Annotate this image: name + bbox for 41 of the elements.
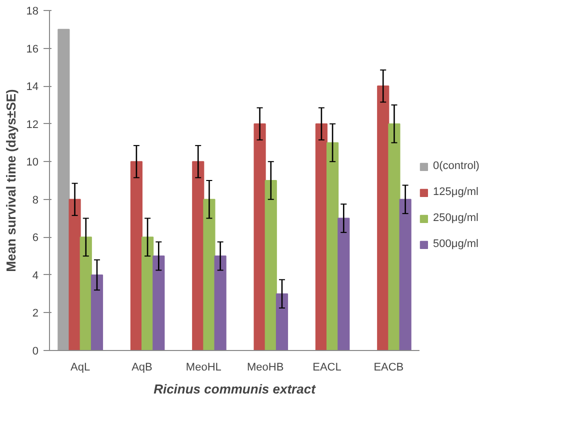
legend-label: 0(control) bbox=[433, 160, 480, 172]
x-tick-label: AqL bbox=[70, 362, 90, 374]
y-tick-label: 12 bbox=[26, 118, 39, 131]
x-tick-label: EACB bbox=[374, 362, 404, 374]
y-tick-label: 0 bbox=[32, 346, 39, 358]
bar bbox=[68, 198, 81, 350]
legend-label: 250μg/ml bbox=[433, 212, 478, 224]
bar bbox=[388, 123, 400, 350]
bar bbox=[152, 256, 165, 350]
bar bbox=[203, 198, 216, 350]
y-tick-label: 4 bbox=[32, 270, 39, 282]
legend-label: 125μg/ml bbox=[433, 186, 478, 198]
bar bbox=[58, 28, 70, 350]
y-tick-label: 6 bbox=[32, 232, 39, 244]
bar bbox=[264, 180, 277, 350]
bar bbox=[326, 142, 339, 350]
bar bbox=[399, 198, 412, 350]
x-tick-label: MeoHB bbox=[246, 362, 284, 374]
y-tick-label: 16 bbox=[26, 43, 39, 56]
bar bbox=[90, 274, 104, 350]
bar bbox=[192, 161, 204, 350]
bar bbox=[276, 293, 288, 350]
x-tick-label: EACL bbox=[312, 362, 342, 374]
bar bbox=[254, 123, 266, 350]
bar bbox=[377, 86, 390, 350]
bar bbox=[315, 123, 328, 350]
bar bbox=[338, 218, 350, 350]
x-tick-label: MeoHL bbox=[186, 362, 222, 374]
x-axis-title: Ricinus communis extract bbox=[154, 382, 316, 396]
y-tick-label: 10 bbox=[26, 156, 39, 169]
legend-label: 500μg/ml bbox=[433, 238, 478, 250]
bar bbox=[142, 236, 154, 350]
x-tick-label: AqB bbox=[132, 362, 152, 374]
y-tick-label: 18 bbox=[26, 6, 39, 18]
y-tick-label: 2 bbox=[32, 308, 39, 320]
bar bbox=[214, 256, 226, 350]
y-axis-title: Mean survival time (days±SE) bbox=[3, 89, 18, 272]
y-tick-label: 8 bbox=[32, 194, 39, 206]
bar bbox=[80, 236, 92, 350]
y-tick-label: 14 bbox=[26, 81, 39, 94]
bar bbox=[130, 161, 142, 350]
